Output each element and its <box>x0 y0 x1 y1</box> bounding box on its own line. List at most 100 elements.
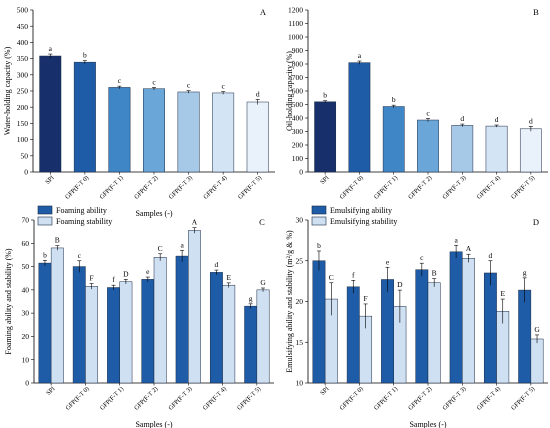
y-tick-label: 1000 <box>288 33 303 42</box>
y-tick-label: 1100 <box>288 19 303 28</box>
bar <box>244 305 258 384</box>
significance-label: D <box>397 280 403 289</box>
y-tick-label: 250 <box>17 87 29 96</box>
x-tick-label: SPI <box>44 174 55 185</box>
bar <box>381 279 394 384</box>
x-tick-label: GFP(F-T 5) <box>510 385 536 411</box>
x-tick-label: GFP(F-T 0) <box>65 385 91 411</box>
x-tick-label: GFP(F-T 3) <box>441 174 467 200</box>
significance-label: d <box>256 89 260 98</box>
significance-label: e <box>386 257 390 266</box>
significance-label: A <box>466 244 472 253</box>
bar <box>119 281 133 384</box>
significance-label: E <box>226 273 231 282</box>
legend-swatch <box>311 216 327 226</box>
legend-label: Emulsifying stability <box>330 217 397 226</box>
bar <box>141 279 155 384</box>
bar <box>382 106 405 173</box>
y-tick-label: 300 <box>292 127 304 136</box>
legend-label: Foaming ability <box>56 206 107 215</box>
x-axis-title: Samples (-) <box>409 420 446 428</box>
significance-label: G <box>534 325 540 334</box>
y-tick-label: 1200 <box>288 6 303 15</box>
x-tick-label: GFP(F-T 1) <box>99 385 125 411</box>
y-tick-label: 700 <box>292 73 304 82</box>
chart-panel-d: 10 15 20 25 30 D Emulsifying ability and stabi… <box>285 205 548 428</box>
significance-label: d <box>489 251 493 260</box>
y-tick-label: 600 <box>292 87 304 96</box>
bar <box>39 55 62 173</box>
significance-label: f <box>352 270 355 279</box>
bar <box>209 272 223 384</box>
bar <box>312 260 326 384</box>
legend-label: Foaming stability <box>56 217 112 226</box>
significance-label: g <box>523 268 527 277</box>
y-tick-label: 200 <box>17 103 29 112</box>
bar <box>177 91 200 173</box>
bar <box>348 62 371 173</box>
panel-letter: D <box>533 217 539 227</box>
bar <box>449 251 463 384</box>
significance-label: c <box>426 108 430 117</box>
bar <box>85 286 99 384</box>
significance-label: F <box>90 274 94 283</box>
legend-swatch <box>37 205 53 215</box>
legend-swatch <box>311 205 327 215</box>
bar <box>530 338 544 384</box>
y-tick-label: 100 <box>292 154 304 163</box>
y-tick-label: 0 <box>25 379 29 388</box>
x-tick-label: GFP(F-T 3) <box>441 385 467 411</box>
x-tick-label: GFP(F-T 5) <box>510 174 536 200</box>
bar <box>256 289 270 384</box>
bar <box>188 230 201 384</box>
significance-label: a <box>454 235 458 244</box>
y-tick-label: 450 <box>17 22 29 31</box>
y-tick-label: 15 <box>296 338 304 347</box>
chart-panel-b: 0 100 200 300 400 500 600 700 800 900 1000 1100 1200… <box>285 6 548 201</box>
x-tick-label: GFP(F-T 5) <box>236 385 262 411</box>
panel-letter: C <box>259 217 265 227</box>
bar <box>50 247 64 384</box>
bar <box>417 119 439 173</box>
bar <box>415 269 429 384</box>
bar <box>153 257 167 384</box>
bar <box>427 282 441 384</box>
bar <box>485 125 508 173</box>
significance-label: A <box>192 218 198 227</box>
bar <box>518 289 532 384</box>
x-tick-label: GFP(F-T 4) <box>476 385 502 411</box>
y-tick-label: 400 <box>17 38 29 47</box>
significance-label: b <box>83 51 87 60</box>
x-tick-label: GFP(F-T 5) <box>237 174 263 200</box>
y-axis-title: Oil-holding capacity (%) <box>285 51 294 131</box>
significance-label: d <box>495 115 499 124</box>
significance-label: C <box>329 273 334 282</box>
significance-label: a <box>180 240 184 249</box>
y-tick-label: 40 <box>22 285 30 294</box>
y-tick-label: 800 <box>292 60 304 69</box>
y-tick-label: 100 <box>17 135 29 144</box>
significance-label: b <box>43 250 47 259</box>
x-tick-label: GFP(F-T 1) <box>373 385 399 411</box>
bar <box>451 125 474 173</box>
x-tick-label: GFP(F-T 0) <box>339 385 365 411</box>
y-tick-label: 70 <box>22 216 30 225</box>
significance-label: c <box>78 251 82 260</box>
significance-label: d <box>460 114 464 123</box>
chart-panel-a: 0 50 100 150 200 250 300 350 400 450 500 A Water-hol… <box>3 6 275 218</box>
y-tick-label: 25 <box>296 256 304 265</box>
y-axis-title: Emulsifying ability and stability (m²/g … <box>285 230 294 373</box>
x-tick-label: GFP(F-T 1) <box>99 174 125 200</box>
significance-label: F <box>364 294 368 303</box>
x-tick-label: GFP(F-T 3) <box>168 174 194 200</box>
bar <box>108 87 131 173</box>
x-tick-label: SPI <box>45 385 56 396</box>
x-tick-label: GFP(F-T 2) <box>407 174 433 200</box>
y-tick-label: 10 <box>22 355 30 364</box>
significance-label: b <box>392 95 396 104</box>
significance-label: a <box>49 44 53 53</box>
significance-label: b <box>323 91 327 100</box>
x-tick-label: GFP(F-T 3) <box>167 385 193 411</box>
significance-label: c <box>420 253 424 262</box>
